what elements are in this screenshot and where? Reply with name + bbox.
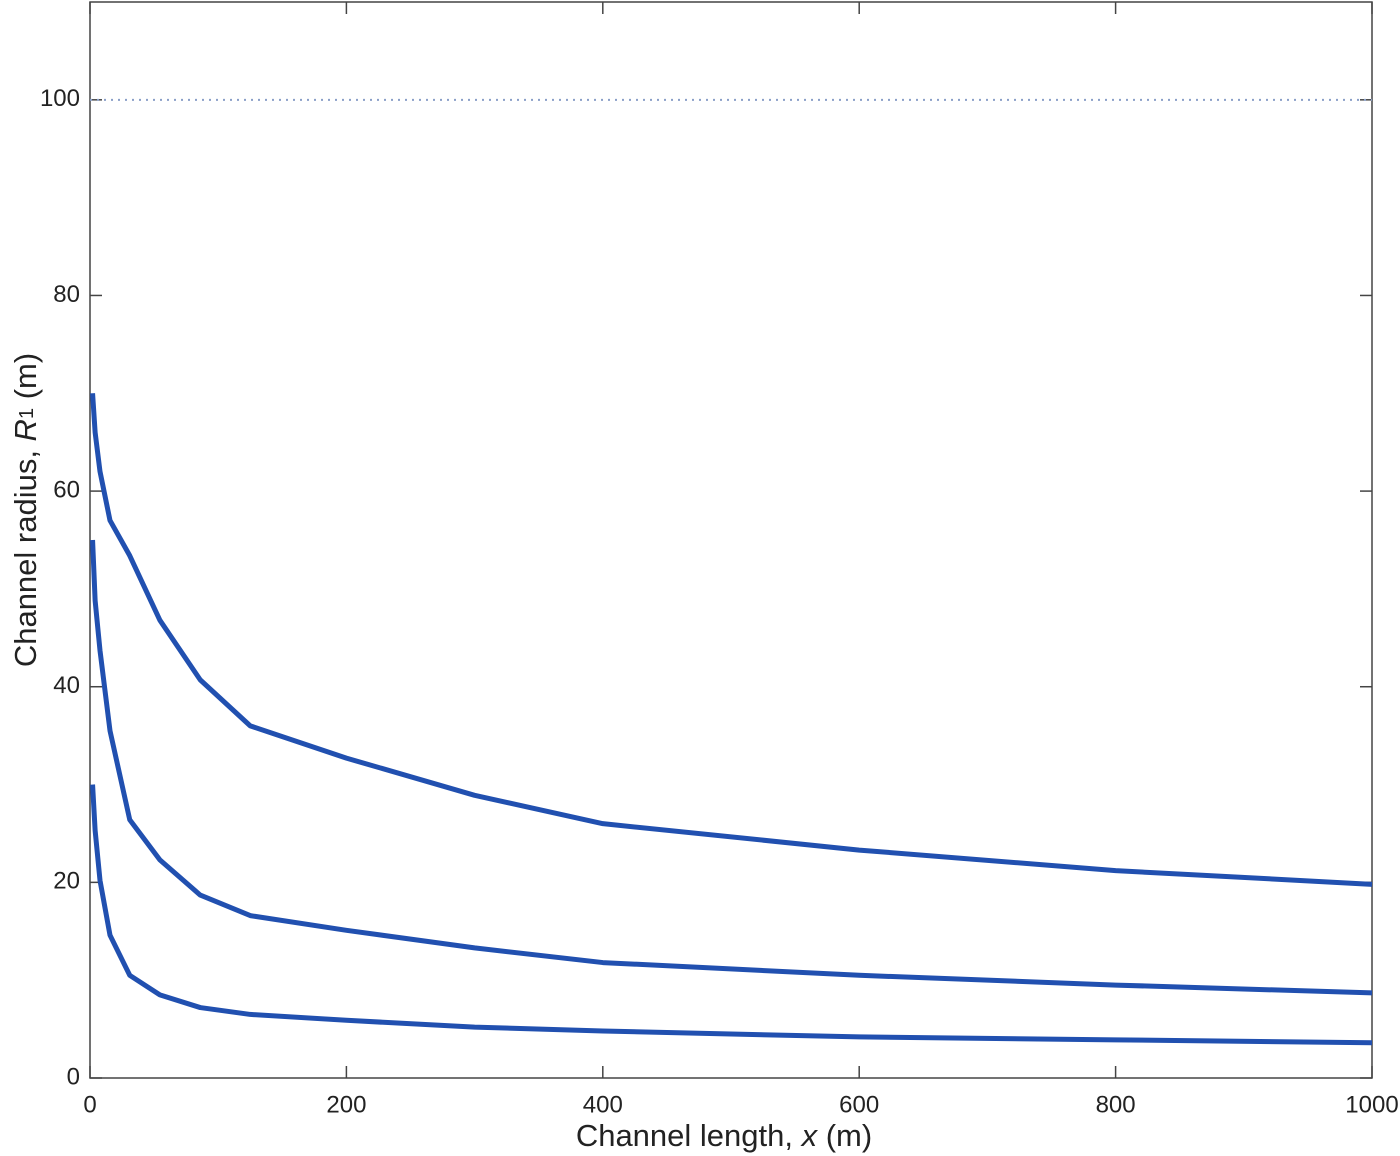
y-axis-label: Channel radius, R1 (m) [8, 353, 43, 667]
y-tick-label: 20 [53, 868, 80, 895]
x-axis-label: Channel length, x (m) [576, 1118, 872, 1153]
curve [90, 393, 1373, 887]
x-tick-label: 600 [839, 1091, 879, 1118]
y-tick-label: 80 [53, 281, 80, 308]
y-tick-label: 0 [67, 1063, 80, 1090]
y-tick-label: 100 [40, 85, 80, 112]
x-tick-label: 800 [1096, 1091, 1136, 1118]
x-tick-label: 1000 [1345, 1091, 1398, 1118]
y-label-symbol: R [8, 419, 43, 441]
x-label-symbol: x [800, 1118, 819, 1153]
x-label-unit: (m) [817, 1118, 872, 1153]
y-tick-label: 40 [53, 672, 80, 699]
x-tick-label: 200 [326, 1091, 366, 1118]
x-label-text: Channel length, [576, 1118, 802, 1153]
y-label-subscript: 1 [16, 408, 38, 419]
plot-frame [89, 1, 1373, 1079]
y-tick-label: 60 [53, 476, 80, 503]
curve [90, 539, 1373, 996]
x-tick-label: 0 [83, 1091, 96, 1118]
y-label-unit: (m) [8, 353, 43, 408]
curve [90, 784, 1373, 1046]
x-tick-label: 400 [583, 1091, 623, 1118]
y-label-text: Channel radius, [8, 441, 43, 667]
